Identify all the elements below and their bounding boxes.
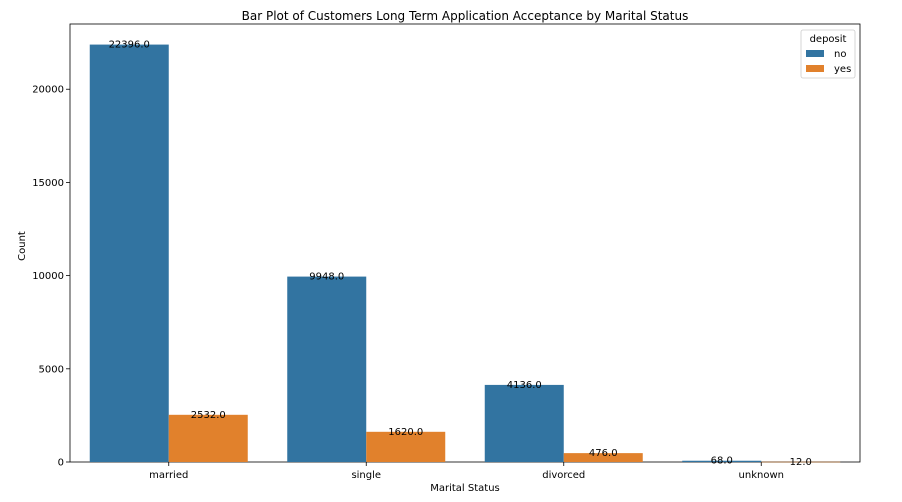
x-tick-label: divorced — [542, 470, 585, 481]
legend-swatch-yes — [806, 65, 824, 72]
legend-label-yes: yes — [834, 64, 851, 75]
data-label: 22396.0 — [109, 40, 150, 51]
data-label: 2532.0 — [191, 410, 226, 421]
x-tick-label: unknown — [739, 470, 784, 481]
legend: deposit no yes — [800, 29, 856, 79]
x-axis-label: Marital Status — [430, 483, 500, 494]
y-tick-label: 20000 — [32, 85, 64, 96]
data-label: 476.0 — [589, 448, 618, 459]
bar-no-divorced — [484, 384, 564, 462]
y-tick-label: 10000 — [32, 271, 64, 282]
plot-area — [69, 23, 861, 463]
x-tick-label: married — [149, 470, 188, 481]
bar-no-unknown — [682, 460, 762, 462]
legend-label-no: no — [834, 49, 846, 60]
bar-no-single — [287, 276, 367, 462]
y-axis-ticks: 0 5000 10000 15000 20000 — [32, 85, 70, 469]
bar-yes-married — [168, 414, 248, 462]
bar-yes-single — [366, 431, 446, 462]
bar-yes-divorced — [563, 453, 643, 462]
y-tick-label: 5000 — [39, 364, 64, 375]
data-label: 1620.0 — [388, 427, 423, 438]
plot-frame — [69, 23, 861, 463]
y-tick-label: 15000 — [32, 178, 64, 189]
data-label: 12.0 — [790, 457, 812, 468]
bar-yes-unknown — [761, 461, 841, 463]
legend-swatch-no — [806, 50, 824, 57]
data-label: 68.0 — [711, 456, 733, 467]
data-label: 9948.0 — [309, 272, 344, 283]
data-label: 4136.0 — [507, 380, 542, 391]
bars — [89, 44, 841, 463]
y-axis-label: Count — [17, 231, 28, 261]
y-tick-label: 0 — [58, 458, 64, 469]
legend-title: deposit — [810, 34, 847, 45]
chart-title: Bar Plot of Customers Long Term Applicat… — [242, 9, 689, 23]
bar-no-married — [89, 44, 169, 462]
x-axis-ticks: married single divorced unknown — [149, 462, 784, 481]
x-tick-label: single — [351, 470, 381, 481]
data-labels: 22396.0 9948.0 4136.0 68.0 2532.0 1620.0 476.0… — [109, 40, 812, 468]
